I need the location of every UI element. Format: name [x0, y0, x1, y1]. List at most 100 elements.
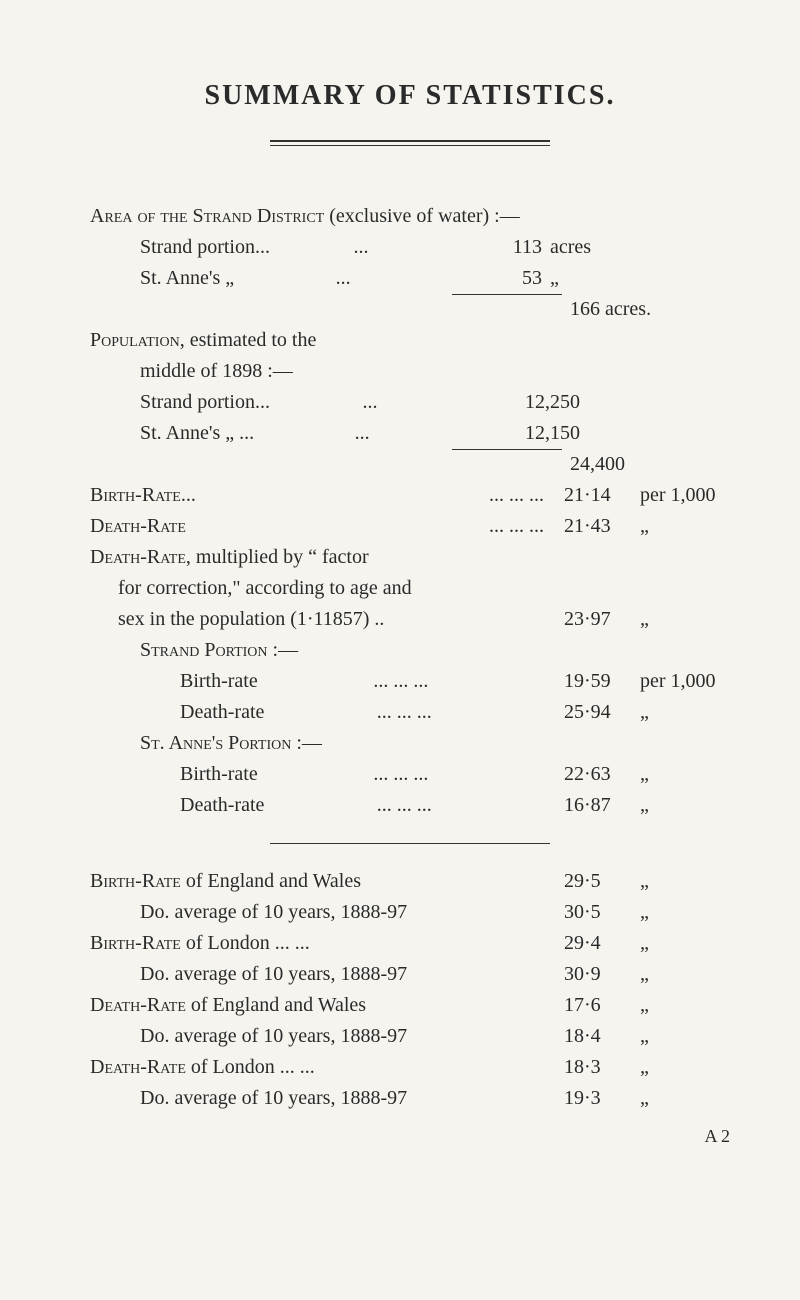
- label: Do. average of 10 years, 1888-97: [90, 897, 407, 928]
- dr-corr-l1: Death-Rate, multiplied by “ factor: [90, 542, 730, 573]
- annes-heading: St. Anne's Portion :—: [90, 728, 730, 759]
- per: „: [634, 604, 730, 635]
- label: Birth-rate: [180, 666, 258, 697]
- label: Birth-Rate...: [90, 480, 196, 511]
- label: Death-Rate of England and Wales: [90, 990, 366, 1021]
- value: 12,150: [470, 418, 580, 449]
- area-total: 166 acres.: [570, 294, 730, 325]
- rate-row: Death-Rate ... ... ... 21·43 „: [90, 511, 730, 542]
- dots: ... ... ...: [264, 697, 564, 728]
- dots: ... ... ...: [196, 480, 564, 511]
- rate: 18·4: [564, 1021, 634, 1052]
- comparison-row: Do. average of 10 years, 1888-9719·3„: [90, 1083, 730, 1114]
- pop-row: St. Anne's „ ... ... 12,150: [90, 418, 730, 449]
- pop-heading-rest: , estimated to the: [180, 329, 317, 351]
- label: Birth-rate: [180, 759, 258, 790]
- per: per 1,000: [634, 480, 730, 511]
- per: „: [634, 897, 730, 928]
- dots: ...: [254, 418, 470, 449]
- rate: 23·97: [564, 604, 634, 635]
- rate: 29·4: [564, 928, 634, 959]
- per: „: [634, 511, 730, 542]
- per: „: [634, 790, 730, 821]
- rate: 18·3: [564, 1052, 634, 1083]
- rate: 30·5: [564, 897, 634, 928]
- label: Death-rate: [180, 790, 264, 821]
- rate: 21·14: [564, 480, 634, 511]
- label: Do. average of 10 years, 1888-97: [90, 1083, 407, 1114]
- rate-row: Birth-Rate... ... ... ... 21·14 per 1,00…: [90, 480, 730, 511]
- per: „: [634, 990, 730, 1021]
- dots: ...: [234, 263, 452, 294]
- comparison-row: Do. average of 10 years, 1888-97 18·4„: [90, 1021, 730, 1052]
- dots: ... ... ...: [264, 790, 564, 821]
- rate-row: Birth-rate ... ... ... 19·59 per 1,000: [90, 666, 730, 697]
- area-total-row: 166 acres.: [90, 294, 730, 325]
- rate: 16·87: [564, 790, 634, 821]
- per: „: [634, 697, 730, 728]
- comparison-row: Do. average of 10 years, 1888-9730·9„: [90, 959, 730, 990]
- rate: 19·59: [564, 666, 634, 697]
- label: Birth-Rate of England and Wales: [90, 866, 361, 897]
- label: Death-Rate: [90, 511, 186, 542]
- rate: 25·94: [564, 697, 634, 728]
- comparison-row: Do. average of 10 years, 1888-97 30·5„: [90, 897, 730, 928]
- comparison-row: Birth-Rate of England and Wales 29·5„: [90, 866, 730, 897]
- comparison-row: Death-Rate of England and Wales 17·6„: [90, 990, 730, 1021]
- section-rule: [270, 843, 550, 844]
- pop-subheading: middle of 1898 :—: [90, 356, 730, 387]
- rate: 29·5: [564, 866, 634, 897]
- label: Birth-Rate of London ... ...: [90, 928, 310, 959]
- label: Death-rate: [180, 697, 264, 728]
- value: 53: [452, 263, 542, 294]
- area-row: Strand portion... ... 113 acres: [90, 232, 730, 263]
- comparisons: Birth-Rate of England and Wales29·5„Do. …: [90, 866, 730, 1114]
- per: „: [634, 1021, 730, 1052]
- per: „: [634, 928, 730, 959]
- rate: 21·43: [564, 511, 634, 542]
- dots: ... ... ...: [186, 511, 564, 542]
- dr-corr-l3: sex in the population (1·11857) .. 23·97…: [90, 604, 730, 635]
- area-heading: Area of the Strand District (exclusive o…: [90, 201, 730, 232]
- strand-heading: Strand Portion :—: [90, 635, 730, 666]
- title-rule: [270, 140, 550, 146]
- rule: [452, 294, 562, 295]
- dots: ...: [270, 232, 452, 263]
- page-footer: A 2: [90, 1114, 730, 1147]
- dots: ... ... ...: [258, 759, 564, 790]
- label: sex in the population (1·11857) ..: [118, 604, 384, 635]
- rate-row: Death-rate ... ... ... 16·87 „: [90, 790, 730, 821]
- pop-row: Strand portion... ... 12,250: [90, 387, 730, 418]
- rate: 22·63: [564, 759, 634, 790]
- value: 113: [452, 232, 542, 263]
- dr-corr-l2: for correction," according to age and: [90, 573, 730, 604]
- per: „: [634, 959, 730, 990]
- area-row: St. Anne's „ ... 53 „: [90, 263, 730, 294]
- label: Do. average of 10 years, 1888-97: [90, 1021, 407, 1052]
- pop-heading: Population, estimated to the: [90, 325, 730, 356]
- rate-row: Birth-rate ... ... ... 22·63 „: [90, 759, 730, 790]
- label: Death-Rate of London ... ...: [90, 1052, 315, 1083]
- comparison-row: Death-Rate of London ... ... 18·3„: [90, 1052, 730, 1083]
- per: „: [634, 1052, 730, 1083]
- rule: [452, 449, 562, 450]
- rate: 17·6: [564, 990, 634, 1021]
- area-heading-sc: Area of the Strand District: [90, 205, 324, 227]
- dr-corr-rest: , multiplied by “ factor: [186, 546, 369, 568]
- dr-corr-sc: Death-Rate: [90, 546, 186, 568]
- label: Do. average of 10 years, 1888-97: [90, 959, 407, 990]
- unit: acres: [542, 232, 610, 263]
- label: St. Anne's „: [140, 263, 234, 294]
- pop-heading-sc: Population: [90, 329, 180, 351]
- dots: ... ... ...: [258, 666, 564, 697]
- area-heading-rest: (exclusive of water) :—: [324, 205, 519, 227]
- per: „: [634, 759, 730, 790]
- page: SUMMARY OF STATISTICS. Area of the Stran…: [0, 0, 800, 1187]
- page-title: SUMMARY OF STATISTICS.: [90, 80, 730, 112]
- per: „: [634, 866, 730, 897]
- comparison-row: Birth-Rate of London ... ... 29·4„: [90, 928, 730, 959]
- label: Strand portion...: [140, 232, 270, 263]
- label: St. Anne's „ ...: [140, 418, 254, 449]
- label: Strand portion...: [140, 387, 270, 418]
- per: „: [634, 1083, 730, 1114]
